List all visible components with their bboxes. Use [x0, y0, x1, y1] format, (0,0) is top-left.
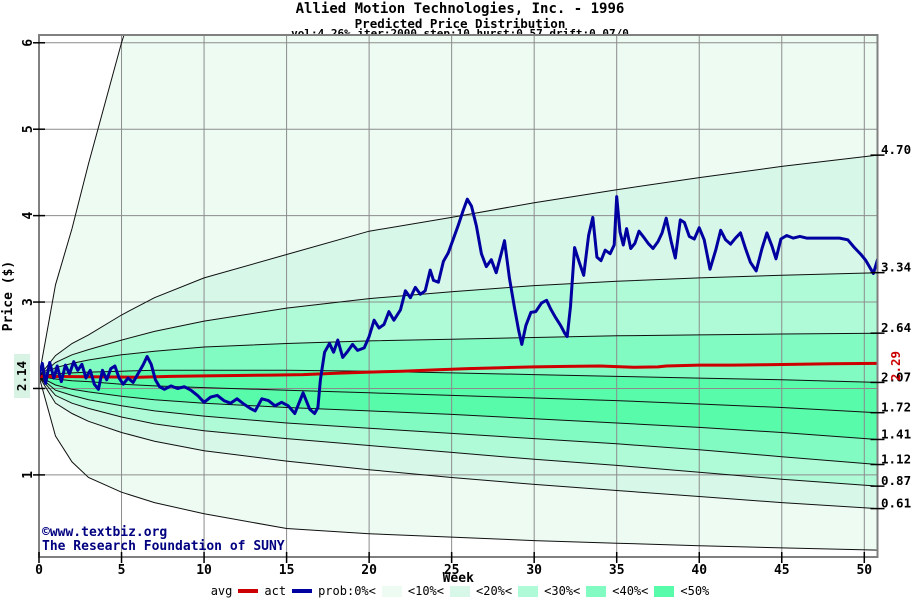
quantile-curve-30pct-upper — [39, 332, 878, 377]
plot-area — [39, 35, 878, 557]
quantile-curve-20pct-lower — [39, 376, 878, 487]
legend-swatch-act — [292, 589, 313, 593]
prob-band-0 — [39, 35, 878, 377]
quantile-curve-40pct-lower — [39, 375, 878, 440]
quantile-curve-30pct-lower — [39, 376, 878, 465]
x-tick-label: 50 — [856, 563, 872, 578]
plot-frame — [38, 34, 879, 558]
legend-label-act: act — [264, 584, 287, 598]
x-tick-label: 5 — [118, 563, 126, 578]
legend-label-avg: avg — [210, 584, 233, 598]
y-tick-label: 1 — [21, 471, 36, 479]
x-axis-label: Week — [443, 571, 474, 586]
y-tick-label: 5 — [21, 125, 36, 133]
watermark-site: ©www.textbiz.org — [42, 525, 168, 540]
prob-band-4 — [39, 370, 878, 413]
quantile-curve-40pct-upper — [39, 369, 878, 383]
legend-label-50: <50% — [680, 584, 710, 598]
quantile-curve-10pct-lower — [39, 376, 878, 510]
x-tick-label: 10 — [196, 563, 212, 578]
x-tick-label: 0 — [35, 563, 43, 578]
legend-swatch-30 — [586, 585, 607, 597]
right-price-label: 3.34 — [881, 260, 911, 275]
right-price-label: 0.87 — [881, 473, 911, 488]
y-tick-label: 3 — [21, 298, 36, 306]
quantile-curve-10pct-upper — [39, 154, 878, 377]
y-tick-label: 4 — [21, 212, 36, 220]
quantile-curve-envelope-0pct-upper — [39, 35, 125, 377]
x-tick-label: 35 — [609, 563, 625, 578]
start-price-label: 2.14 — [14, 354, 30, 398]
avg-end-price-label: 2.29 — [888, 344, 904, 388]
right-price-label: 2.07 — [881, 369, 911, 384]
prob-band-5 — [39, 376, 878, 440]
prob-band-8 — [39, 376, 878, 509]
watermark: ©www.textbiz.org The Research Foundation… — [42, 526, 285, 554]
legend-label-20: <20%< — [476, 584, 513, 598]
start-price-label-text: 2.14 — [14, 354, 30, 398]
quantile-curve-median — [39, 375, 878, 414]
right-price-label: 2.64 — [881, 320, 911, 335]
y-tick-label: 6 — [21, 39, 36, 47]
x-tick-label: 25 — [444, 563, 460, 578]
quantile-curve-envelope-0pct-lower — [39, 376, 878, 551]
prob-band-1 — [39, 155, 878, 377]
x-tick-label: 30 — [526, 563, 542, 578]
right-price-label: 4.70 — [881, 142, 911, 157]
right-price-label: 0.61 — [881, 496, 911, 511]
x-tick-label: 15 — [279, 563, 295, 578]
prob-band-6 — [39, 376, 878, 465]
x-tick-label: 40 — [691, 563, 707, 578]
legend-swatch-avg — [238, 589, 259, 593]
legend-label-40: <40%< — [612, 584, 649, 598]
prob-band-9 — [39, 376, 878, 551]
x-tick-label: 20 — [361, 563, 377, 578]
y-axis-label: Price ($) — [1, 261, 16, 331]
chart-title: Allied Motion Technologies, Inc. - 1996 — [295, 1, 625, 17]
quantile-curve-20pct-upper — [39, 272, 878, 377]
prob-band-2 — [39, 272, 878, 377]
legend-label-30: <30%< — [544, 584, 581, 598]
right-price-label: 1.41 — [881, 426, 911, 441]
legend: avg act prob:0%< <10%< <20%< <30%< <40%< <50% — [0, 584, 920, 598]
avg-end-price-label-text: 2.29 — [888, 350, 903, 382]
right-price-label: 1.12 — [881, 452, 911, 467]
prob-band-7 — [39, 376, 878, 487]
legend-label-prob0: prob:0%< — [318, 584, 376, 598]
legend-swatch-prob0 — [381, 585, 402, 597]
legend-label-10: <10%< — [407, 584, 444, 598]
chart-subtitle: Predicted Price Distribution — [354, 16, 566, 31]
series-act — [39, 195, 878, 415]
legend-swatch-40 — [654, 585, 675, 597]
watermark-org: The Research Foundation of SUNY — [42, 539, 285, 554]
legend-swatch-20 — [518, 585, 539, 597]
series-avg — [39, 361, 878, 379]
right-price-label: 1.72 — [881, 400, 911, 415]
x-tick-label: 45 — [774, 563, 790, 578]
legend-swatch-10 — [450, 585, 470, 597]
